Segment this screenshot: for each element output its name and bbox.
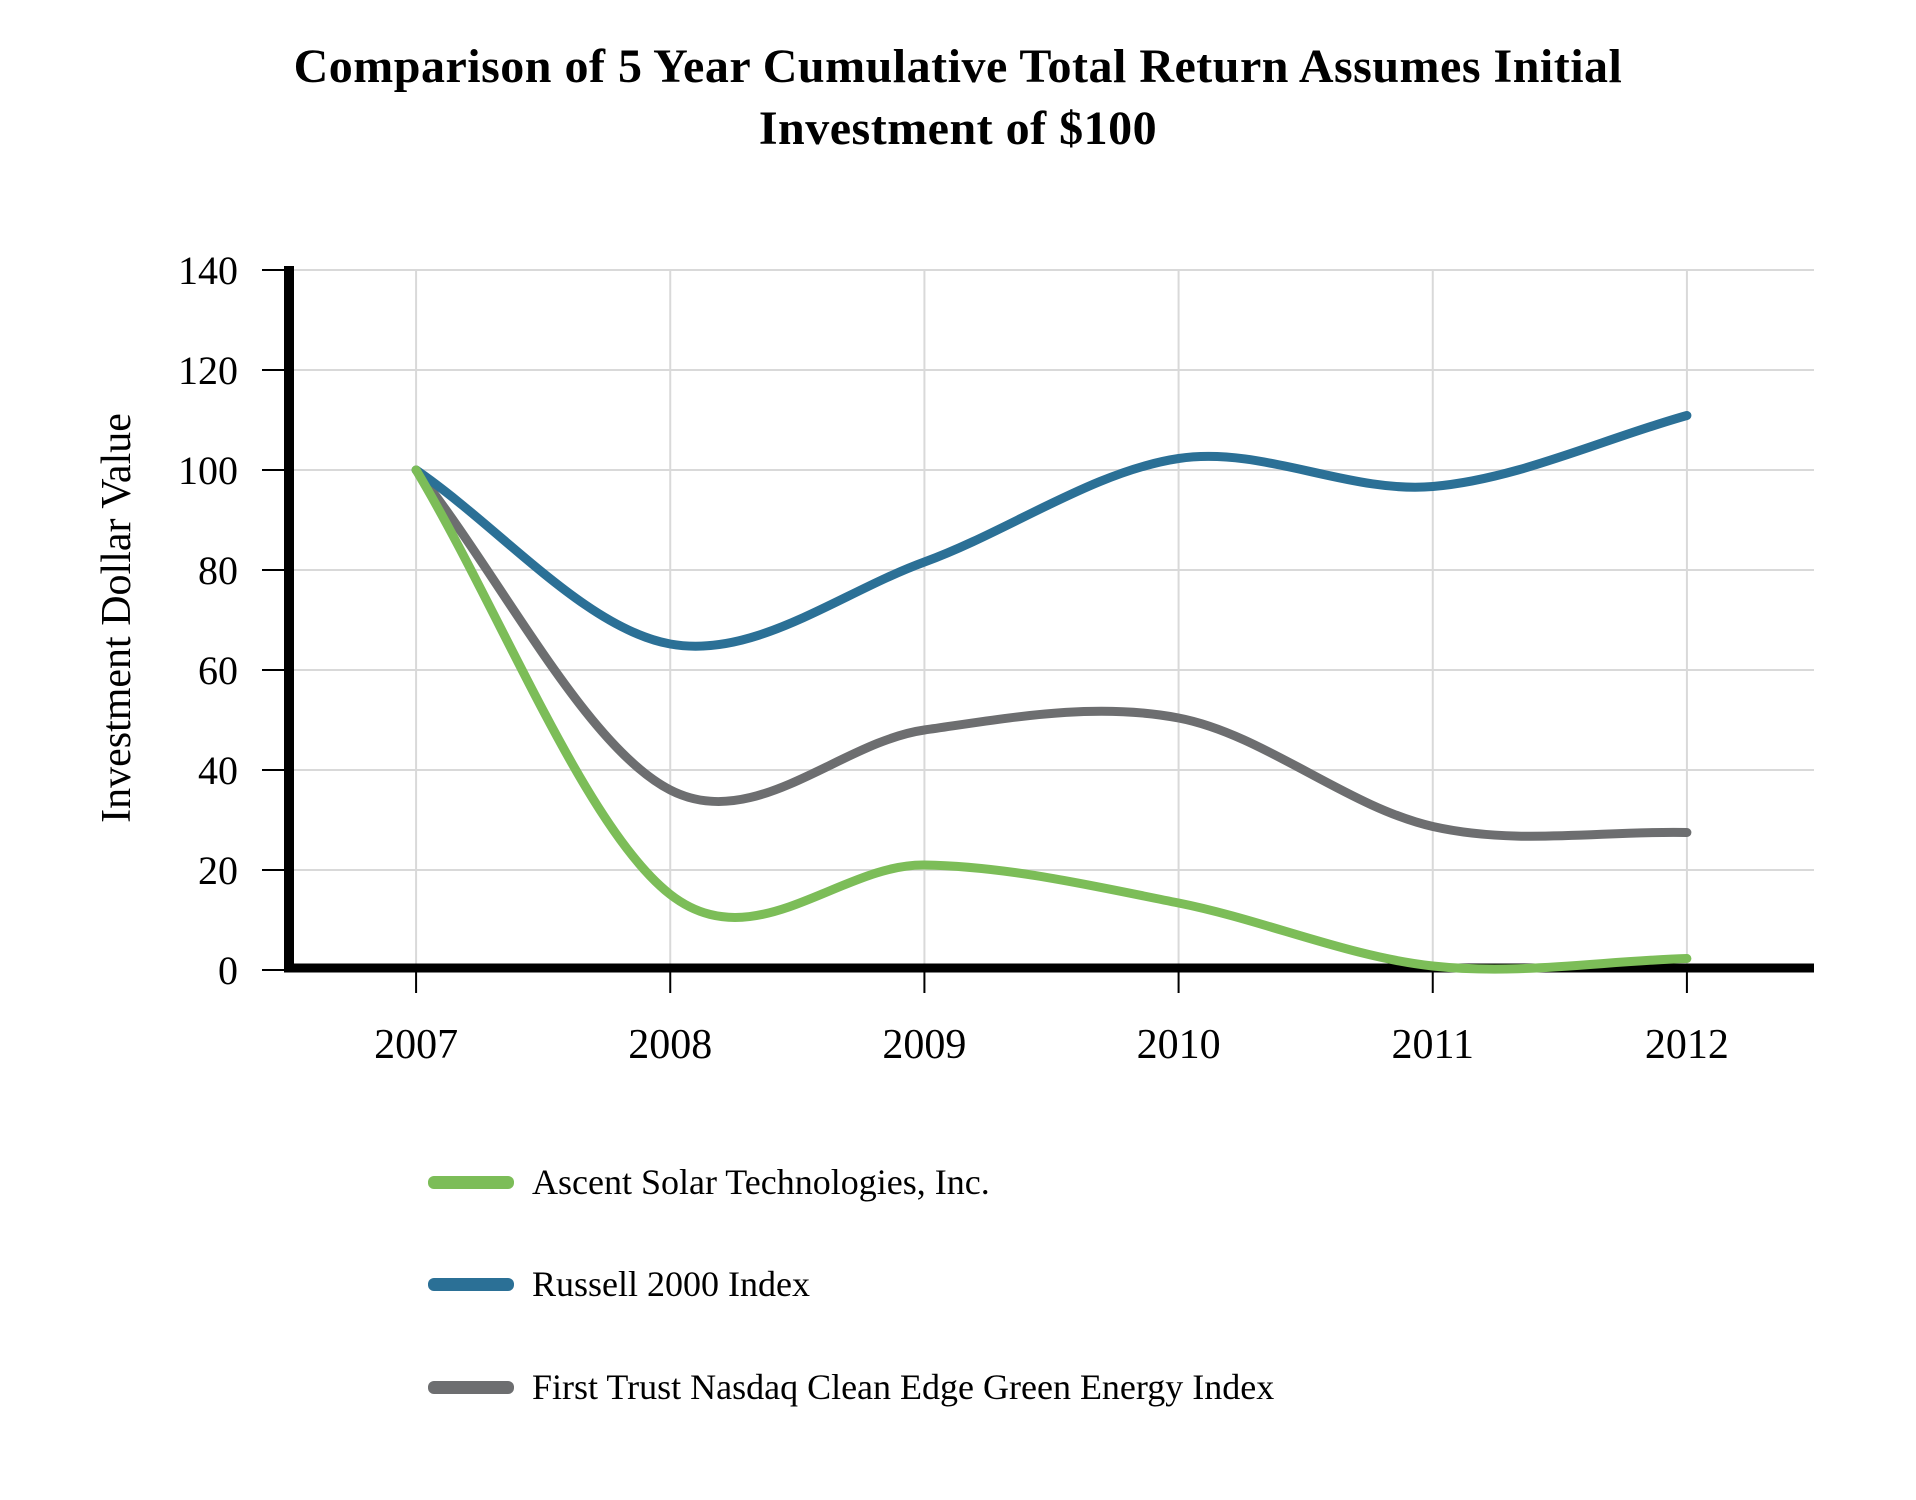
series-line-first-trust-nasdaq-clean-edge-green-energy-index: [411, 465, 1692, 841]
x-tick-label-2011: 2011: [1392, 1022, 1474, 1068]
x-tick-label-2007: 2007: [374, 1022, 458, 1068]
legend-item-first-trust: First Trust Nasdaq Clean Edge Green Ener…: [428, 1364, 1274, 1410]
chart-title: Comparison of 5 Year Cumulative Total Re…: [0, 36, 1916, 160]
x-tick-label-2010: 2010: [1137, 1022, 1221, 1068]
axes: [284, 266, 1814, 973]
y-tick-label-140: 140: [178, 248, 238, 293]
y-tick-label-60: 60: [198, 648, 238, 693]
series-line-russell-2000-index: [411, 411, 1692, 651]
y-tick-label-40: 40: [198, 748, 238, 793]
y-tick-label-0: 0: [218, 948, 238, 993]
chart-title-line-2: Investment of $100: [758, 102, 1158, 155]
tick-labels: 0 20 40 60 80 100 120 140 2007 2008 2009 2010 2011 20…: [178, 248, 1729, 1068]
legend-label-russell-2000: Russell 2000 Index: [532, 1264, 810, 1304]
legend-item-russell-2000: Russell 2000 Index: [428, 1261, 810, 1307]
x-tick-label-2012: 2012: [1645, 1022, 1729, 1068]
legend-swatch-russell-2000: [428, 1277, 514, 1291]
x-tick-label-2009: 2009: [882, 1022, 966, 1068]
x-tick-label-2008: 2008: [628, 1022, 712, 1068]
legend-item-ascent-solar: Ascent Solar Technologies, Inc.: [428, 1159, 990, 1205]
chart-title-line-1: Comparison of 5 Year Cumulative Total Re…: [293, 40, 1623, 93]
legend-label-ascent-solar: Ascent Solar Technologies, Inc.: [532, 1162, 990, 1202]
y-tick-label-80: 80: [198, 548, 238, 593]
y-tick-label-100: 100: [178, 448, 238, 493]
series-line-ascent-solar-technologies-inc: [411, 465, 1692, 974]
series-lines: [411, 411, 1692, 974]
legend-swatch-first-trust: [428, 1380, 514, 1394]
legend-swatch-ascent-solar: [428, 1175, 514, 1189]
y-tick-label-20: 20: [198, 848, 238, 893]
legend-label-first-trust: First Trust Nasdaq Clean Edge Green Ener…: [532, 1367, 1275, 1407]
y-tick-label-120: 120: [178, 348, 238, 393]
tick-marks: [262, 269, 1688, 993]
gridlines: [289, 269, 1814, 970]
